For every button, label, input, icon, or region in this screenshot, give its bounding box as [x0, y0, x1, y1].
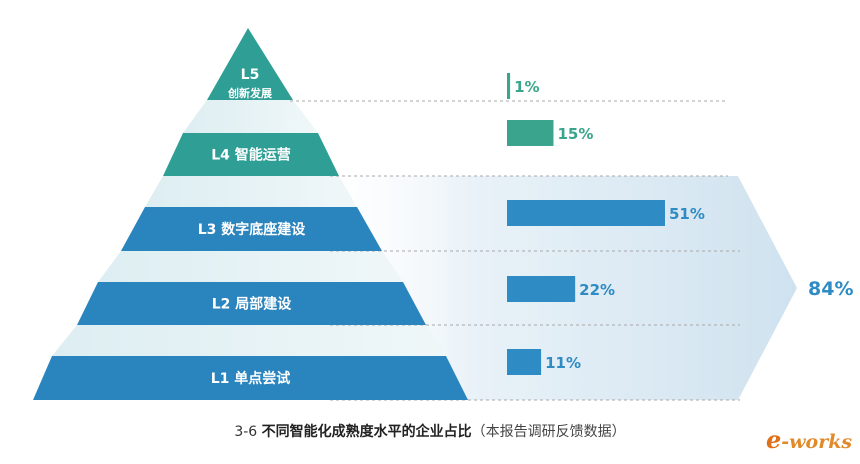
level-label-l1: L1 单点尝试: [211, 370, 291, 387]
level-label-l2: L2 局部建设: [212, 296, 293, 313]
bar-l3: [507, 200, 665, 226]
eworks-logo: e-works: [766, 425, 856, 454]
pyramid-step-l2: [77, 282, 426, 325]
pyramid-ribbon: [52, 325, 446, 356]
pyramid-ribbon: [145, 176, 357, 207]
bar-l1: [507, 349, 542, 375]
figure-caption: 3-6 不同智能化成熟度水平的企业占比（本报告调研反馈数据）: [0, 421, 860, 441]
pyramid-step-l1: [33, 356, 468, 400]
total-label: 84%: [808, 278, 853, 300]
bar-l4: [507, 120, 554, 146]
pyramid-step-l5: [207, 28, 293, 100]
pyramid-ribbon: [183, 100, 318, 133]
bar-label-l1: 11%: [545, 354, 581, 372]
level-label-l3: L3 数字底座建设: [198, 221, 307, 238]
level-label-l4: L4 智能运营: [211, 147, 291, 164]
pyramid-ribbon: [98, 251, 403, 282]
level-code-l5: L5: [241, 67, 260, 83]
bar-label-l2: 22%: [579, 281, 615, 299]
bar-l2: [507, 276, 576, 302]
logo-works: -works: [781, 431, 853, 453]
logo-e: e: [766, 425, 782, 454]
caption-title: 不同智能化成熟度水平的企业占比: [261, 424, 472, 440]
pyramid-step-l3: [121, 207, 382, 251]
bar-label-l3: 51%: [669, 205, 705, 223]
level-name-l5: 创新发展: [227, 86, 273, 100]
pyramid-step-l4: [163, 133, 339, 176]
bar-label-l4: 15%: [557, 125, 593, 143]
caption-note: （本报告调研反馈数据）: [471, 424, 626, 440]
bar-l5: [507, 73, 511, 99]
bar-label-l5: 1%: [514, 78, 539, 96]
caption-number: 3-6: [234, 424, 258, 440]
